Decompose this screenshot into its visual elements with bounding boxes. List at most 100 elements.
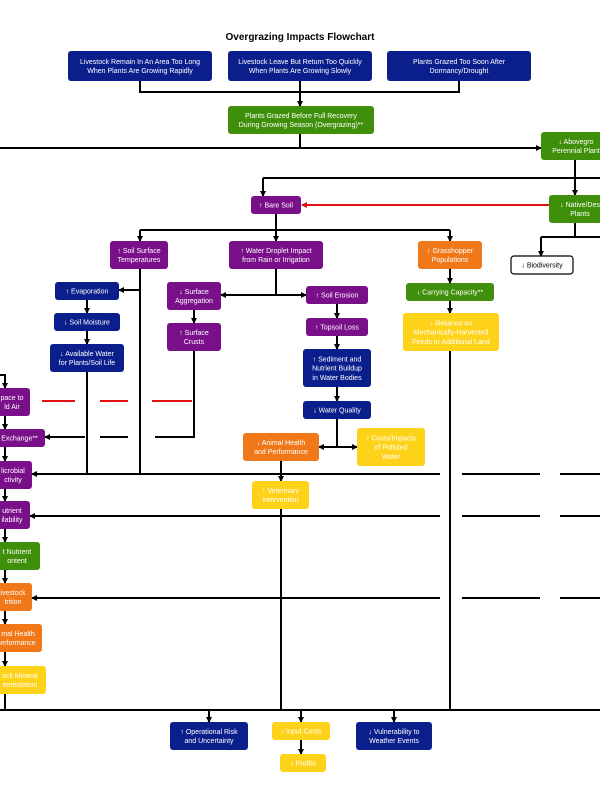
node: ↑ Topsoil Loss <box>306 318 368 336</box>
node: ↑ Surface Crusts <box>167 323 221 351</box>
node: ↓ Available Water for Plants/Soil Life <box>50 344 124 372</box>
node-label: ↑ Sediment and <box>313 356 362 363</box>
node-label: When Plants Are Growing Rapidly <box>87 68 193 75</box>
node-label: ↑ Topsoil Loss <box>315 325 359 332</box>
node-label: pace to <box>1 395 24 402</box>
node-box <box>0 583 32 611</box>
node: ↓ Soil Moisture <box>54 313 120 331</box>
node-label: Populations <box>432 257 469 264</box>
node-label: Intervention <box>262 497 299 504</box>
node-label: ↓ Abovegro <box>558 139 593 146</box>
node-label: ↑ Operational Risk <box>180 729 238 736</box>
node-label: mal Health <box>1 631 35 638</box>
node-label: utrient <box>2 508 22 515</box>
node-label: of Polluted <box>374 445 407 452</box>
node-label: ↑ Bare Soil <box>259 203 293 210</box>
node-box <box>356 722 432 750</box>
node-label: trition <box>4 599 21 606</box>
node-box <box>0 666 46 694</box>
node: ↓ Water Quality <box>303 401 371 419</box>
node-label: ↓ Biodiversity <box>521 263 563 270</box>
node-label: ock Mineral <box>2 673 38 680</box>
node-label: from Rain or Irrigation <box>242 257 310 264</box>
node-box <box>0 461 32 489</box>
node-box <box>272 722 330 740</box>
node-label: ↑ Costs/Impacts <box>366 435 416 442</box>
node: ↑ Grasshopper Populations <box>418 241 482 269</box>
node: Livestock Remain In An Area Too Long When… <box>68 51 212 81</box>
node: ↑ Operational Risk and Uncertainty <box>170 722 248 750</box>
node-label: ↓ Water Quality <box>313 408 361 415</box>
node-box <box>68 51 212 81</box>
node-box <box>303 401 371 419</box>
node-box <box>403 313 499 351</box>
node-box <box>228 51 372 81</box>
node-box <box>280 754 326 772</box>
node-label: Dormancy/Drought <box>430 68 489 75</box>
node-label: ↓ Vulnerability to <box>368 729 419 736</box>
node-label: Livestock Remain In An Area Too Long <box>80 59 200 66</box>
node-label: ↑ Veterinary <box>262 488 299 495</box>
node-label: ld Air <box>4 404 20 411</box>
node-label: ilability <box>1 517 23 524</box>
node-label: ↓ Animal Health <box>257 440 306 447</box>
node: ↑ Costs/Impacts of Polluted Water <box>357 428 425 466</box>
node: mal Health erformance <box>0 624 42 652</box>
node-label: in Water Bodies <box>312 375 362 382</box>
node: ↑ Bare Soil <box>251 196 301 214</box>
node-label: ↑ Water Droplet Impact <box>240 248 311 255</box>
node-label: Weather Events <box>369 738 419 745</box>
node-box <box>170 722 248 750</box>
node: ↑ Input Costs <box>272 722 330 740</box>
node-box <box>251 196 301 214</box>
node: Exchange** <box>0 429 45 447</box>
node-box <box>510 255 574 275</box>
node: licrobial ctivity <box>0 461 32 489</box>
node: ↓ Vulnerability to Weather Events <box>356 722 432 750</box>
node-box <box>50 344 124 372</box>
node-label: Plants Grazed Before Full Recovery <box>245 113 357 120</box>
node-label: Mechanically-Harvested <box>414 330 489 337</box>
node-label: Crusts <box>184 339 205 346</box>
node-label: ↓ Profits <box>290 761 316 768</box>
node-box <box>110 241 168 269</box>
node: t Nutrient ontent <box>0 542 40 570</box>
node-label: and Performance <box>254 449 308 456</box>
node-label: Nutrient Buildup <box>312 366 362 373</box>
node-box <box>167 323 221 351</box>
node-label: ontent <box>7 558 27 565</box>
node-box <box>549 195 600 223</box>
node-box <box>54 313 120 331</box>
node-label: Plants <box>570 211 590 218</box>
node-box <box>252 481 309 509</box>
node-label: licrobial <box>1 468 25 475</box>
node-label: erformance <box>0 640 36 647</box>
node-box <box>0 388 30 416</box>
node-label: ↑ Soil Erosion <box>316 293 359 300</box>
node: Plants Grazed Before Full Recovery During… <box>228 106 374 134</box>
node-label: Perennial Plant <box>552 148 600 155</box>
node-box <box>357 428 425 466</box>
node: ↑ Veterinary Intervention <box>252 481 309 509</box>
node: ↑ Soil Erosion <box>306 286 368 304</box>
node: ↑ Reliance on Mechanically-Harvested Feeds… <box>403 313 499 351</box>
node-box <box>306 318 368 336</box>
node-label: During Growing Season (Overgrazing)** <box>239 122 364 129</box>
node-label: ↓ Carrying Capacity** <box>417 290 484 297</box>
connectors <box>0 81 600 755</box>
node: utrient ilability <box>0 501 30 529</box>
node-box <box>0 624 42 652</box>
node: ↓ Profits <box>280 754 326 772</box>
node-label: ↑ Surface <box>179 330 209 337</box>
node: ↓ Surface Aggregation <box>167 282 221 310</box>
node-box <box>418 241 482 269</box>
node-label: Livestock Leave But Return Too Quickly <box>238 59 362 66</box>
node-box <box>0 429 45 447</box>
title: Overgrazing Impacts Flowchart <box>226 32 376 43</box>
node-label: ↓ Soil Moisture <box>64 320 110 327</box>
node: ↓ Native/Des Plants <box>549 195 600 223</box>
node-label: ivestock <box>0 590 26 597</box>
node: Plants Grazed Too Soon After Dormancy/Dro… <box>387 51 531 81</box>
node-box <box>541 132 600 160</box>
